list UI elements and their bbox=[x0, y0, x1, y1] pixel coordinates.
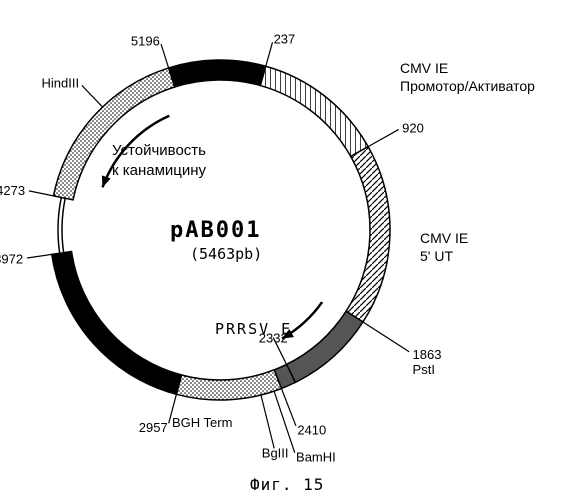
label-kan-1: Устойчивость bbox=[112, 142, 206, 159]
marker-bamhi-tick bbox=[274, 391, 295, 453]
marker-920-label: 920 bbox=[402, 120, 424, 135]
seg-cmv-5ut bbox=[346, 147, 390, 322]
marker-hindiii-tick bbox=[82, 85, 103, 107]
marker-4273-tick bbox=[29, 191, 53, 196]
marker-bglii-label: BgIII bbox=[262, 445, 289, 460]
marker-920-tick bbox=[368, 129, 399, 146]
marker-1863-sublabel: PstI bbox=[413, 362, 435, 377]
label-bgh: BGH Term bbox=[172, 415, 232, 430]
marker-1863-tick bbox=[363, 322, 409, 352]
marker-5196-tick bbox=[161, 44, 169, 68]
seg-bgh-term bbox=[176, 370, 281, 400]
marker-bamhi-label: BamHI bbox=[296, 450, 336, 465]
marker-3972-tick bbox=[27, 254, 52, 258]
label-kan-2: к канамицину bbox=[112, 162, 206, 179]
marker-2957-label: 2957 bbox=[139, 420, 168, 435]
label-prrsv: PRRSV E bbox=[215, 320, 292, 338]
plasmid-size: (5463pb) bbox=[190, 245, 262, 263]
marker-2410-label: 2410 bbox=[297, 423, 326, 438]
label-cmv-ie-1: CMV IE bbox=[400, 60, 448, 76]
marker-5196-label: 5196 bbox=[131, 33, 160, 48]
seg-prrsv-e bbox=[287, 311, 363, 382]
seg-top-black bbox=[169, 60, 266, 87]
marker-237-tick bbox=[266, 42, 273, 66]
label-cmv-ie-2: Промотор/Активатор bbox=[400, 78, 535, 94]
seg-black-left bbox=[52, 252, 182, 395]
label-cmv-5ut-2: 5' UT bbox=[420, 248, 453, 264]
seg-cmv-promoter bbox=[260, 66, 368, 156]
plasmid-name: pAB001 bbox=[170, 218, 261, 243]
label-cmv-5ut-1: CMV IE bbox=[420, 230, 468, 246]
marker-bglii-tick bbox=[261, 395, 274, 448]
plasmid-map: 51962379201863PstI23322410BamHIBgIII2957… bbox=[0, 0, 586, 470]
marker-hindiii-label: HindIII bbox=[42, 75, 80, 90]
figure-caption: Фиг. 15 bbox=[250, 475, 324, 494]
marker-3972-label: 3972 bbox=[0, 252, 23, 267]
seg-thin bbox=[58, 197, 65, 253]
marker-1863-label: 1863 bbox=[413, 347, 442, 362]
marker-4273-label: 4273 bbox=[0, 183, 25, 198]
marker-237-label: 237 bbox=[274, 31, 296, 46]
arrow-kan-head bbox=[102, 175, 111, 187]
